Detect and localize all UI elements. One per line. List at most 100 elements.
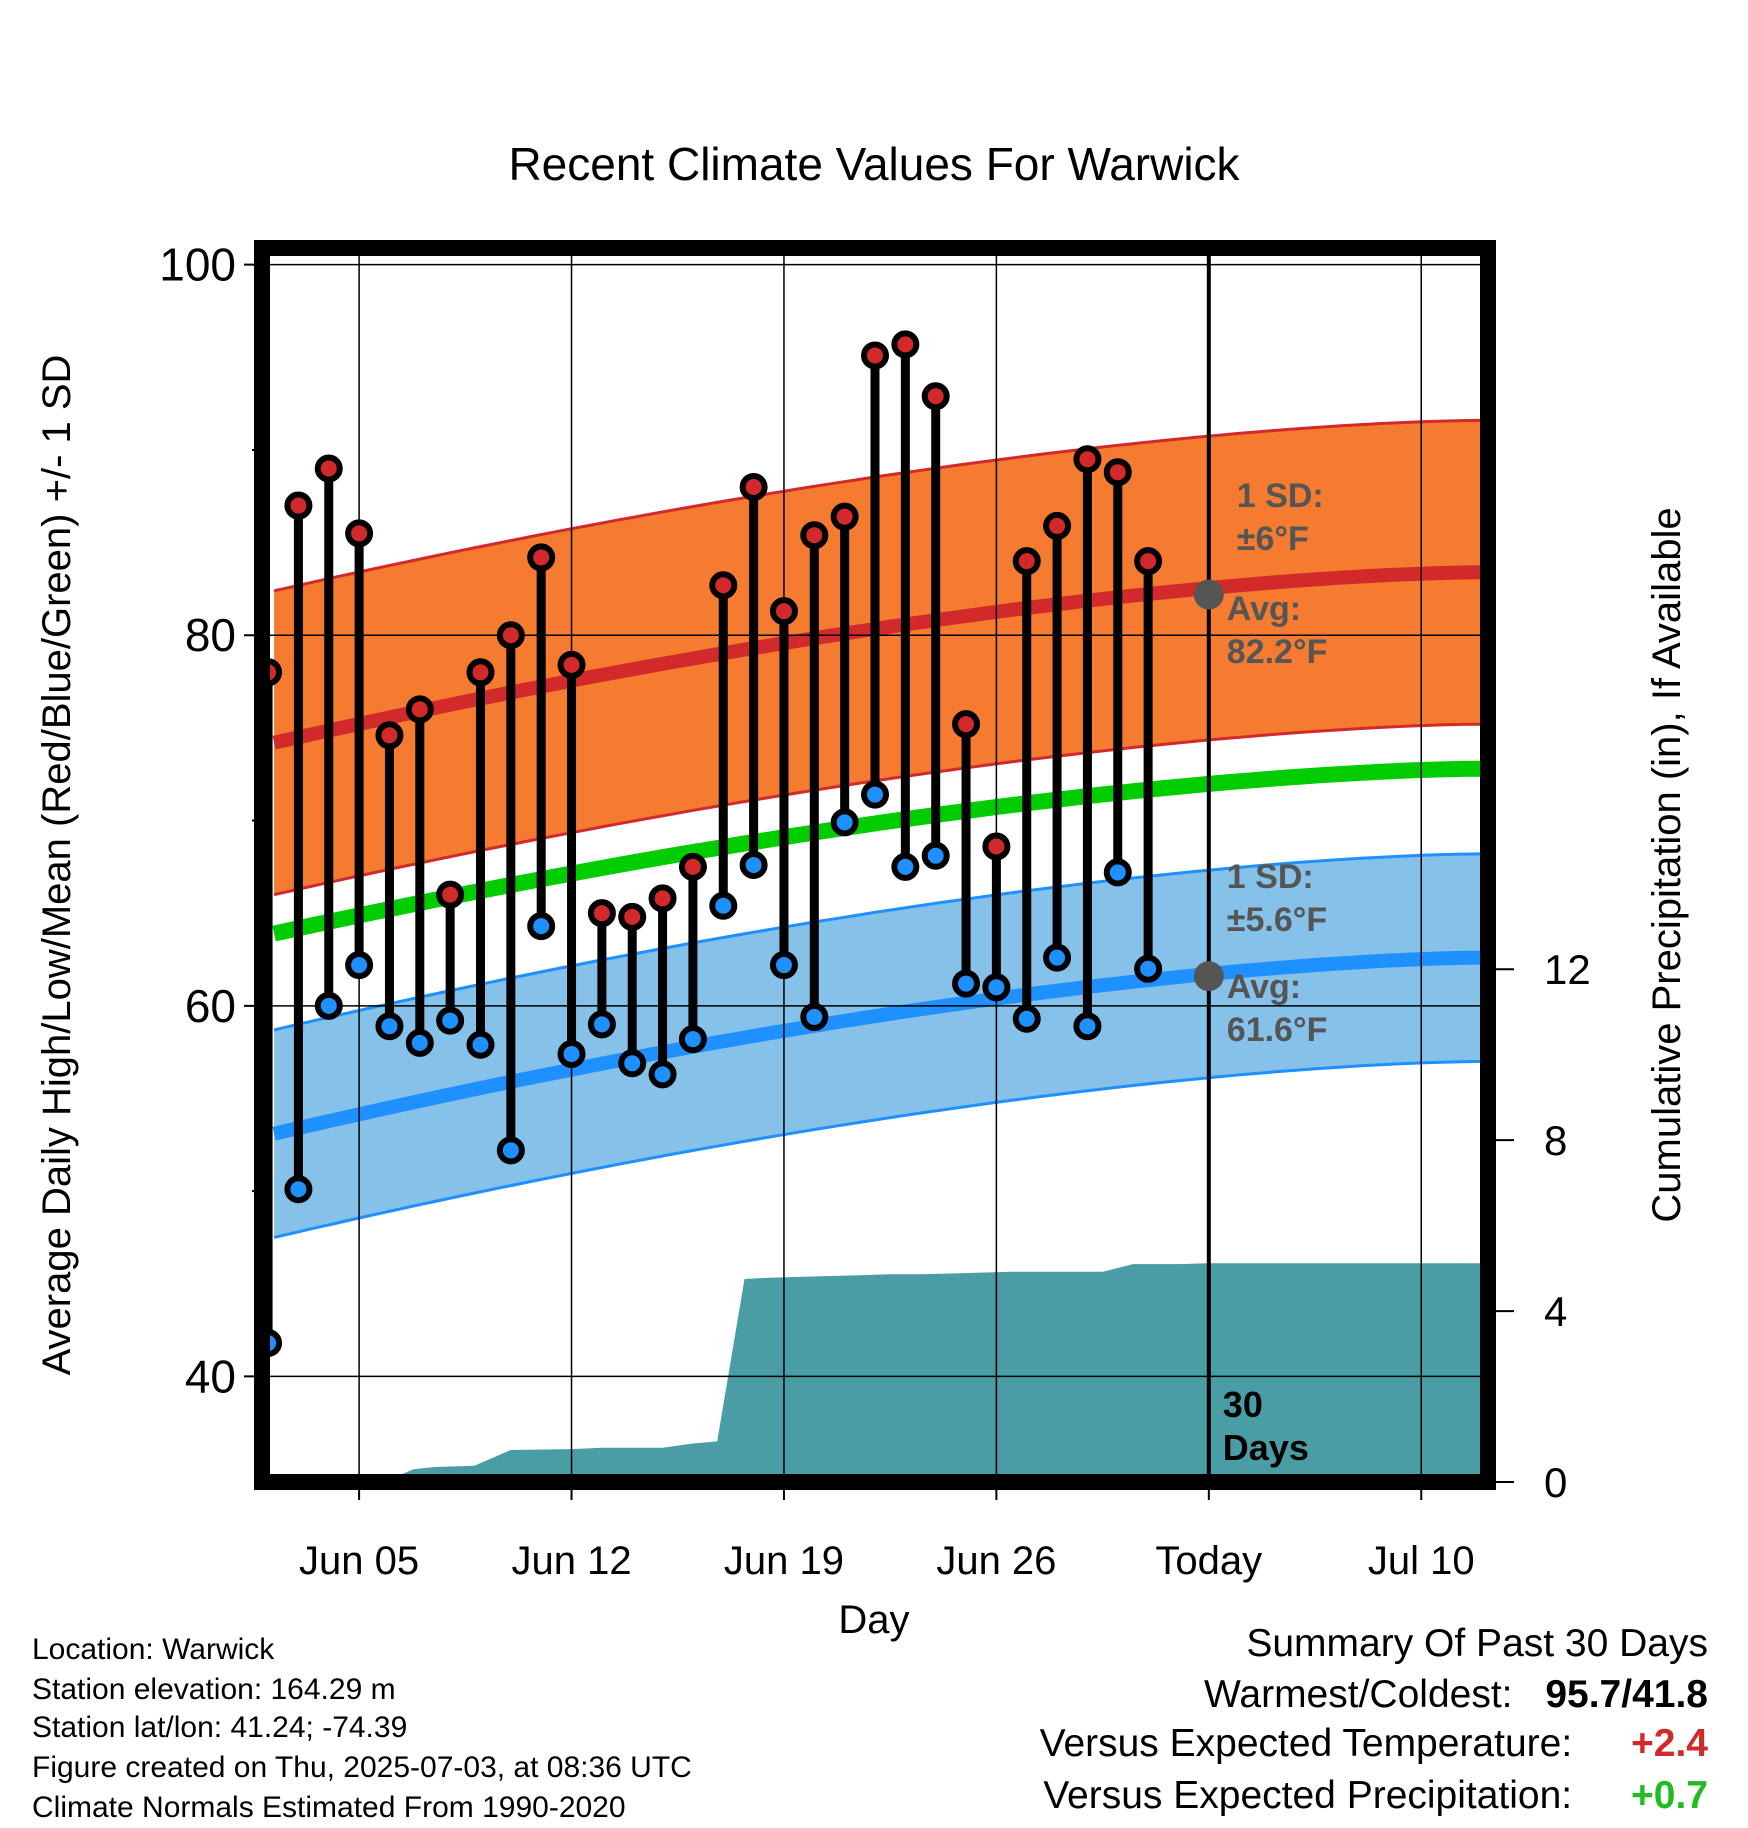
summary-warm-cold-value: 95.7/41.8 <box>1545 1673 1708 1716</box>
obs-high-point <box>375 721 404 750</box>
obs-high-point <box>345 519 374 548</box>
obs-high-point <box>1073 445 1102 474</box>
low-avg-label: Avg: <box>1227 968 1301 1006</box>
obs-high-point <box>800 521 829 550</box>
obs-high-point <box>405 695 434 724</box>
info-normals: Climate Normals Estimated From 1990-2020 <box>32 1791 626 1824</box>
obs-low-point <box>1043 943 1072 972</box>
y-tick-label: 100 <box>159 239 236 291</box>
x-tick-label: Jun 12 <box>511 1539 631 1583</box>
obs-low-point <box>1012 1004 1041 1033</box>
obs-high-point <box>1043 511 1072 540</box>
mean-normal-line <box>272 760 1482 942</box>
summary-temp-value: +2.4 <box>1631 1722 1708 1765</box>
summary-precip: Versus Expected Precipitation: +0.7 <box>1043 1776 1708 1816</box>
obs-high-point <box>1103 458 1132 487</box>
summary-precip-label: Versus Expected Precipitation: <box>1043 1774 1573 1817</box>
obs-low-point <box>587 1010 616 1039</box>
obs-high-point <box>527 543 556 572</box>
chart-title: Recent Climate Values For Warwick <box>508 138 1240 190</box>
x-tick-label: Today <box>1155 1539 1262 1583</box>
obs-high-point <box>557 650 586 679</box>
obs-high-point <box>982 832 1011 861</box>
info-latlon: Station lat/lon: 41.24; -74.39 <box>32 1711 408 1744</box>
low-sd-value: ±5.6°F <box>1227 901 1327 939</box>
x-tick-label: Jul 10 <box>1368 1539 1475 1583</box>
obs-low-point <box>1134 954 1163 983</box>
x-tick-label: Jun 19 <box>724 1539 844 1583</box>
obs-low-point <box>739 851 768 879</box>
info-location: Location: Warwick <box>32 1633 275 1666</box>
y-tick-label: 80 <box>185 609 236 661</box>
y-tick-label: 40 <box>185 1350 236 1402</box>
obs-high-point <box>436 880 465 909</box>
obs-high-point <box>496 621 525 650</box>
x-tick-label: Jun 05 <box>299 1539 419 1583</box>
obs-low-point <box>648 1060 677 1089</box>
obs-low-point <box>375 1012 404 1041</box>
high-avg-label: Avg: <box>1227 590 1301 628</box>
summary-warm-cold: Warmest/Coldest: 95.7/41.8 <box>1204 1675 1708 1715</box>
obs-low-point <box>921 841 950 870</box>
obs-low-point <box>496 1136 525 1165</box>
obs-low-point <box>830 808 859 837</box>
summary-warm-cold-label: Warmest/Coldest: <box>1204 1673 1513 1716</box>
obs-low-point <box>466 1030 495 1059</box>
plot-content <box>262 248 1488 1482</box>
obs-high-point <box>921 382 950 411</box>
obs-high-point <box>314 454 343 483</box>
obs-high-point <box>861 341 889 370</box>
y-axis-label: Average Daily High/Low/Mean (Red/Blue/Gr… <box>35 355 79 1376</box>
obs-high-point <box>1012 547 1041 576</box>
summary-precip-value: +0.7 <box>1631 1774 1708 1817</box>
low-avg-value: 61.6°F <box>1227 1011 1328 1049</box>
y2-tick-label: 0 <box>1544 1459 1567 1506</box>
summary-temp-label: Versus Expected Temperature: <box>1039 1722 1573 1765</box>
x-axis-label: Day <box>838 1598 909 1642</box>
obs-low-point <box>345 951 374 980</box>
obs-high-point <box>739 473 768 502</box>
obs-low-point <box>982 973 1011 1002</box>
obs-low-point <box>618 1049 647 1078</box>
high-sd-label: 1 SD: <box>1237 477 1324 515</box>
low-sd-label: 1 SD: <box>1227 858 1314 896</box>
obs-low-point <box>769 951 798 980</box>
today-label-line1: 30 <box>1223 1384 1263 1425</box>
obs-high-point <box>709 571 738 600</box>
obs-high-point <box>1134 547 1163 576</box>
high-sd-value: ±6°F <box>1237 520 1309 558</box>
plot-frame <box>254 240 1496 1490</box>
obs-low-point <box>709 891 738 920</box>
high-avg-value: 82.2°F <box>1227 633 1328 671</box>
obs-high-point <box>648 884 677 913</box>
obs-low-point <box>284 1175 313 1204</box>
obs-high-point <box>769 597 798 626</box>
obs-low-point <box>436 1006 465 1035</box>
obs-low-point <box>861 780 889 809</box>
info-created: Figure created on Thu, 2025-07-03, at 08… <box>32 1751 692 1784</box>
plot-area: 1 SD: ±6°F Avg: 82.2°F 1 SD: ±5.6°F Avg: 61.6°F… <box>159 239 1590 1583</box>
today-label-line2: Days <box>1223 1427 1309 1468</box>
obs-low-point <box>527 912 556 941</box>
y2-tick-label: 12 <box>1544 946 1591 993</box>
precipitation-area <box>274 1263 1482 1482</box>
obs-high-point <box>618 902 647 931</box>
obs-low-point <box>952 969 981 998</box>
obs-high-point <box>830 502 859 531</box>
y-tick-label: 60 <box>185 980 236 1032</box>
info-elevation: Station elevation: 164.29 m <box>32 1673 396 1706</box>
y2-axis-label: Cumulative Precipitation (in), If Availa… <box>1645 507 1689 1222</box>
low-sd-band <box>274 853 1482 1238</box>
y2-tick-label: 4 <box>1544 1288 1567 1335</box>
obs-low-point <box>800 1002 829 1031</box>
high-avg-marker <box>1193 579 1224 610</box>
x-tick-label: Jun 26 <box>936 1539 1056 1583</box>
obs-high-point <box>284 491 313 520</box>
low-sd-lower-line <box>273 1059 1482 1239</box>
obs-low-point <box>891 852 920 881</box>
obs-high-point <box>891 330 920 359</box>
summary-title: Summary Of Past 30 Days <box>1246 1622 1708 1665</box>
obs-high-point <box>466 658 495 687</box>
low-sd-upper-line <box>273 852 1482 1032</box>
